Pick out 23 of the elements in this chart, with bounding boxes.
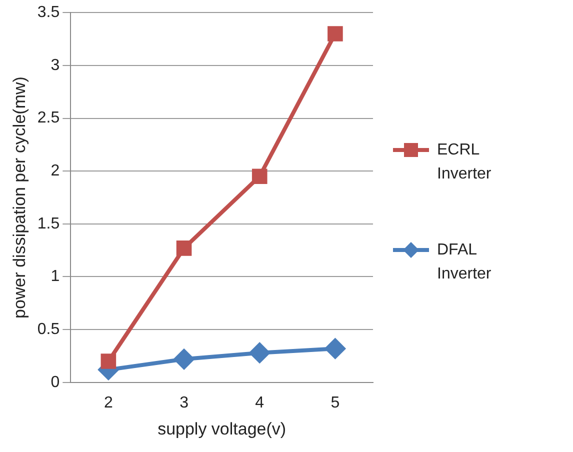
point (250, 342, 270, 363)
y-tick-label: 1.5 (37, 215, 60, 232)
x-tick-label: 4 (255, 394, 264, 412)
y-tick-label: 0.5 (37, 320, 60, 338)
legend-label: ECRL Inverter (437, 141, 492, 182)
point (325, 338, 346, 359)
y-tick-label: 3 (50, 56, 60, 74)
point (176, 240, 192, 256)
x-tick-label: 5 (330, 394, 340, 412)
legend-label: DFAL Inverter (437, 241, 492, 282)
point (252, 168, 268, 184)
y-tick-label: 2 (50, 162, 60, 180)
point (328, 26, 343, 42)
y-axis-title: power dissipation per cycle(mw) (10, 76, 29, 318)
y-tick-label: 2.5 (37, 110, 60, 127)
y-tick-label: 0 (50, 374, 60, 391)
y-tick-label: 3.5 (37, 4, 60, 22)
x-tick-label: 3 (180, 394, 189, 412)
x-tick-label: 2 (104, 394, 113, 412)
x-axis-title: supply voltage(v) (158, 419, 286, 438)
point (174, 349, 194, 370)
y-tick-label: 1 (50, 268, 60, 286)
point (100, 354, 116, 369)
